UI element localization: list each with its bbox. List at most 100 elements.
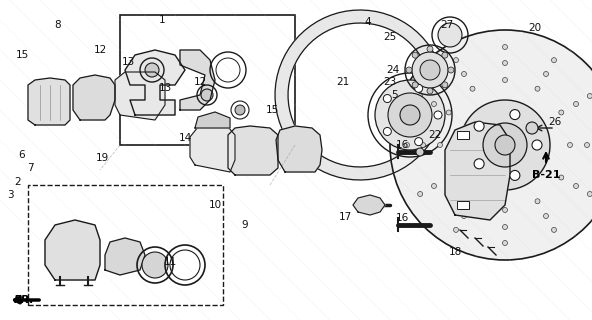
Circle shape [559, 175, 564, 180]
Circle shape [503, 44, 507, 50]
Circle shape [427, 88, 433, 94]
Text: 15: 15 [15, 50, 28, 60]
Circle shape [532, 140, 542, 150]
Circle shape [142, 252, 168, 278]
Circle shape [448, 67, 454, 73]
Circle shape [510, 171, 520, 180]
Circle shape [442, 52, 448, 58]
Circle shape [535, 199, 540, 204]
Circle shape [432, 183, 436, 188]
Circle shape [438, 23, 462, 47]
Circle shape [420, 60, 440, 80]
Polygon shape [28, 78, 70, 125]
Circle shape [574, 183, 578, 188]
Text: 24: 24 [387, 65, 400, 75]
Circle shape [552, 228, 556, 232]
Circle shape [587, 93, 592, 99]
Text: 10: 10 [208, 200, 221, 210]
Circle shape [510, 109, 520, 120]
Bar [457, 201, 469, 209]
Circle shape [417, 93, 423, 99]
Text: 6: 6 [19, 150, 25, 160]
Text: 12: 12 [194, 77, 207, 87]
Text: 9: 9 [242, 220, 248, 230]
Circle shape [235, 105, 245, 115]
Circle shape [453, 228, 458, 232]
Text: 26: 26 [548, 117, 562, 127]
Circle shape [420, 142, 426, 148]
Circle shape [446, 175, 451, 180]
Circle shape [552, 58, 556, 63]
Circle shape [446, 110, 451, 115]
Circle shape [584, 142, 590, 148]
Circle shape [559, 110, 564, 115]
Circle shape [442, 82, 448, 88]
Text: 15: 15 [265, 105, 279, 115]
Circle shape [470, 86, 475, 91]
Circle shape [495, 135, 515, 155]
Text: 27: 27 [440, 20, 453, 30]
Text: 13: 13 [121, 57, 134, 67]
Circle shape [414, 138, 423, 146]
Circle shape [462, 71, 466, 76]
Bar [28, 185, 223, 305]
Circle shape [503, 225, 507, 229]
Polygon shape [125, 50, 185, 115]
Text: 11: 11 [163, 257, 176, 267]
Circle shape [412, 82, 418, 88]
Circle shape [462, 213, 466, 219]
Circle shape [568, 142, 572, 148]
Polygon shape [275, 10, 436, 180]
Text: 23: 23 [384, 77, 397, 87]
Text: 4: 4 [365, 17, 371, 27]
Polygon shape [45, 220, 100, 280]
Polygon shape [180, 50, 215, 110]
Circle shape [543, 213, 549, 219]
Circle shape [574, 101, 578, 107]
Circle shape [201, 89, 213, 101]
Text: 19: 19 [95, 153, 108, 163]
Text: 5: 5 [392, 90, 398, 100]
Circle shape [526, 122, 538, 134]
Circle shape [390, 30, 592, 260]
Circle shape [427, 46, 433, 52]
Text: 20: 20 [529, 23, 542, 33]
Circle shape [384, 94, 391, 102]
Bar [120, 15, 295, 145]
Circle shape [432, 101, 436, 107]
Circle shape [470, 199, 475, 204]
Circle shape [388, 93, 432, 137]
Polygon shape [105, 238, 145, 275]
Polygon shape [276, 126, 322, 172]
Circle shape [460, 100, 550, 190]
Circle shape [503, 207, 507, 212]
Bar [457, 131, 469, 139]
Text: 22: 22 [429, 130, 442, 140]
Circle shape [375, 80, 445, 150]
Circle shape [412, 52, 448, 88]
Text: 3: 3 [7, 190, 13, 200]
Text: 13: 13 [159, 83, 172, 93]
Circle shape [414, 84, 423, 92]
Circle shape [384, 127, 391, 135]
Polygon shape [195, 112, 230, 128]
Circle shape [474, 159, 484, 169]
Circle shape [417, 191, 423, 196]
Circle shape [437, 142, 442, 148]
Text: 17: 17 [339, 212, 352, 222]
Text: 7: 7 [27, 163, 33, 173]
Circle shape [145, 63, 159, 77]
Text: 21: 21 [336, 77, 350, 87]
Polygon shape [353, 195, 385, 215]
Polygon shape [115, 72, 165, 120]
Circle shape [404, 142, 410, 148]
Text: 2: 2 [15, 177, 21, 187]
Text: B-21: B-21 [532, 170, 560, 180]
Text: 12: 12 [94, 45, 107, 55]
Circle shape [474, 121, 484, 131]
Text: 1: 1 [159, 15, 165, 25]
Polygon shape [190, 127, 235, 172]
Text: 14: 14 [178, 133, 192, 143]
Circle shape [503, 241, 507, 245]
Circle shape [587, 191, 592, 196]
